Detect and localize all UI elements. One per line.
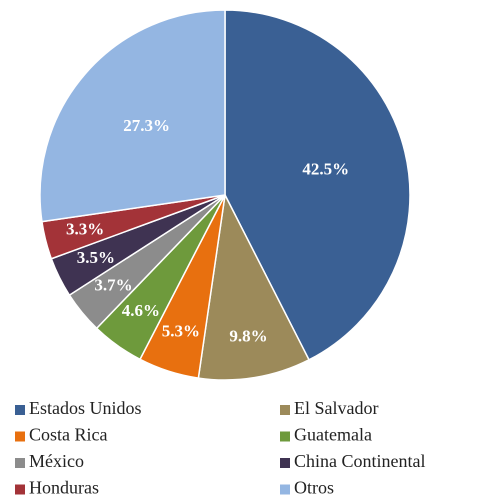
data-label: 4.6% bbox=[122, 301, 160, 320]
legend-label: El Salvador bbox=[294, 398, 378, 418]
legend-label: México bbox=[29, 451, 84, 471]
data-label: 3.3% bbox=[66, 219, 104, 238]
legend-swatch bbox=[280, 405, 290, 415]
legend-swatch bbox=[15, 405, 25, 415]
legend-swatch bbox=[280, 458, 290, 468]
data-label: 27.3% bbox=[123, 116, 170, 135]
legend-swatch bbox=[280, 431, 290, 442]
pie-slice bbox=[39, 9, 226, 223]
data-label: 9.8% bbox=[229, 326, 267, 345]
legend-label: Otros bbox=[294, 478, 334, 498]
legend-label: Honduras bbox=[29, 478, 99, 498]
legend-label: China Continental bbox=[294, 451, 425, 471]
legend-swatch bbox=[15, 484, 25, 495]
pie-slice bbox=[197, 192, 310, 381]
legend-label: Estados Unidos bbox=[29, 398, 142, 418]
legend-label: Costa Rica bbox=[29, 425, 108, 445]
data-label: 3.5% bbox=[77, 248, 115, 267]
legend-swatch bbox=[15, 431, 25, 442]
legend-swatch bbox=[15, 458, 25, 468]
legend-swatch bbox=[280, 484, 290, 495]
data-label: 3.7% bbox=[94, 276, 132, 295]
data-label: 5.3% bbox=[162, 321, 200, 340]
pie-slice bbox=[224, 9, 411, 361]
legend-label: Guatemala bbox=[294, 425, 372, 445]
data-label: 42.5% bbox=[302, 160, 349, 179]
